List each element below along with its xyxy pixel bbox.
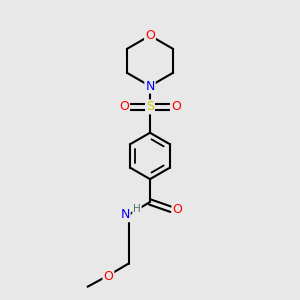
Text: H: H xyxy=(133,204,141,214)
Text: O: O xyxy=(172,203,182,216)
Text: O: O xyxy=(103,270,113,284)
Text: N: N xyxy=(145,80,155,93)
Text: O: O xyxy=(119,100,129,113)
Text: N: N xyxy=(120,208,130,221)
Text: O: O xyxy=(171,100,181,113)
Text: O: O xyxy=(145,29,155,42)
Text: S: S xyxy=(146,100,154,113)
